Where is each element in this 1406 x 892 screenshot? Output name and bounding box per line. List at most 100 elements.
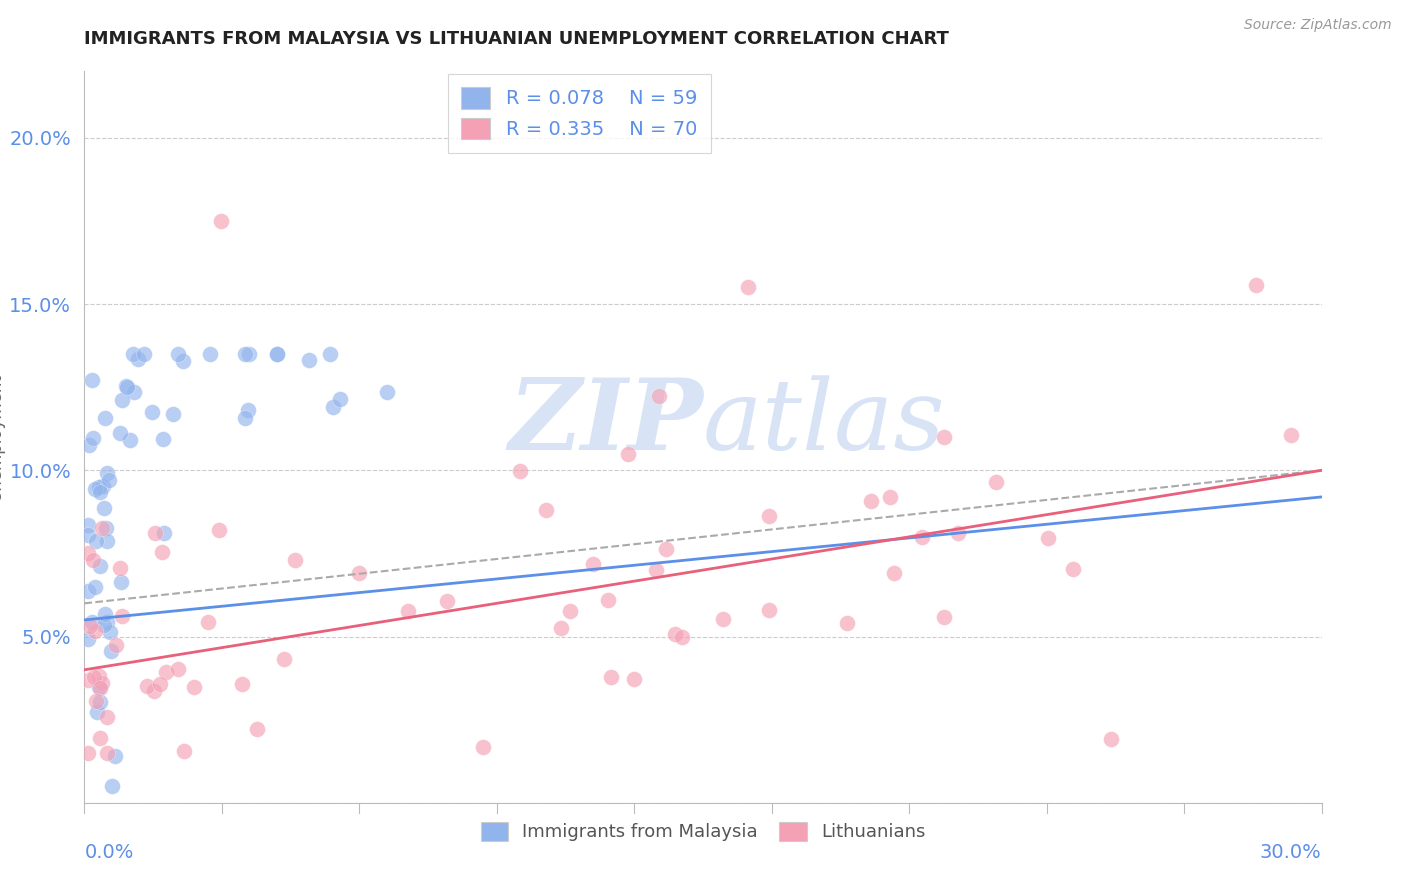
Point [93,618,115,632]
Point [110,574,132,589]
Point [77,583,100,598]
Point [87,479,110,493]
Point [82,431,104,445]
Point [93,501,115,516]
Point [136,679,159,693]
Point [581,557,603,571]
Legend: Immigrants from Malaysia, Lithuanians: Immigrants from Malaysia, Lithuanians [474,814,932,848]
Y-axis label: Unemployment: Unemployment [0,373,4,501]
Point [648,389,671,403]
Point [84,580,107,594]
Point [96,467,118,481]
Point [94,607,117,622]
Point [837,615,859,630]
Point [319,347,342,361]
Point [534,503,557,517]
Point [664,627,686,641]
Point [1244,277,1267,292]
Point [93,411,115,425]
Text: ZIP: ZIP [508,375,703,471]
Point [645,563,668,577]
Point [143,683,166,698]
Point [623,673,645,687]
Point [737,280,759,294]
Point [96,746,118,760]
Point [375,384,398,399]
Point [124,384,146,399]
Point [859,494,882,508]
Point [655,541,678,556]
Point [104,749,127,764]
Point [89,559,111,574]
Point [111,393,134,408]
Point [235,347,257,361]
Point [472,739,495,754]
Point [758,509,780,524]
Point [111,608,134,623]
Point [596,593,619,607]
Point [152,526,174,541]
Point [89,681,111,695]
Point [329,392,352,406]
Point [121,347,143,361]
Text: atlas: atlas [703,375,946,470]
Point [1062,562,1084,576]
Point [349,566,371,580]
Point [166,347,188,361]
Point [266,347,288,361]
Point [77,546,100,560]
Point [231,677,253,691]
Point [77,518,100,533]
Point [77,746,100,760]
Point [97,473,120,487]
Point [209,214,232,228]
Point [134,347,156,361]
Point [82,553,104,567]
Point [1036,531,1059,545]
Point [200,347,222,361]
Point [671,630,693,644]
Point [266,347,288,361]
Point [984,475,1007,489]
Point [233,411,256,425]
Point [236,403,259,417]
Point [84,694,107,708]
Point [911,531,934,545]
Point [550,622,572,636]
Point [298,352,321,367]
Point [152,433,174,447]
Point [879,490,901,504]
Point [155,665,177,680]
Point [91,521,114,535]
Point [96,710,118,724]
Text: 0.0%: 0.0% [84,843,134,862]
Point [77,438,100,452]
Point [600,670,623,684]
Point [558,603,581,617]
Point [436,593,458,607]
Point [172,354,194,368]
Point [322,401,344,415]
Point [711,612,734,626]
Point [238,347,260,361]
Point [284,552,307,566]
Point [105,638,128,652]
Point [396,604,419,618]
Point [87,669,110,683]
Point [101,779,124,793]
Point [141,405,163,419]
Text: Source: ZipAtlas.com: Source: ZipAtlas.com [1244,18,1392,32]
Point [94,521,117,535]
Point [245,722,267,736]
Point [86,705,108,719]
Point [120,433,142,447]
Point [77,673,100,687]
Point [82,373,104,387]
Point [617,447,640,461]
Point [96,533,118,548]
Point [1099,731,1122,746]
Point [273,652,295,666]
Point [167,663,190,677]
Point [932,610,955,624]
Point [150,544,173,558]
